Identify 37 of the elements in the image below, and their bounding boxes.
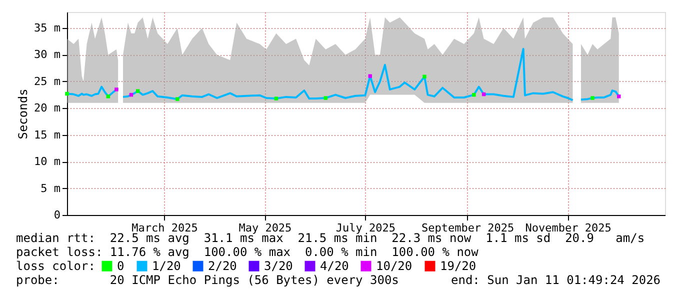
legend-label: 3/20: [264, 259, 293, 274]
point: [274, 96, 278, 100]
text: packet loss: 11.76 % avg 100.00 % max 0.00 % min 100.00 % now: [16, 245, 480, 259]
point: [590, 96, 594, 100]
legend-label: 4/20: [320, 259, 349, 274]
point: [65, 92, 69, 96]
x-tick-label: November 2025: [525, 222, 612, 234]
legend-label: 10/20: [376, 259, 412, 274]
legend-label: 1/20: [152, 259, 181, 274]
point: [176, 97, 180, 101]
y-tick-label: 0: [54, 208, 60, 222]
y-tick-label: 15 m: [34, 128, 61, 142]
point: [136, 89, 140, 93]
y-axis-title: Seconds: [16, 88, 30, 140]
y-tick-label: 20 m: [34, 102, 61, 115]
point: [324, 96, 328, 100]
y-tick-label: 35 m: [34, 22, 61, 35]
legend-label: 2/20: [208, 259, 237, 274]
text: probe: 20 ICMP Echo Pings (56 Bytes) every 300s: [16, 273, 399, 287]
x-tick-label: September 2025: [421, 222, 514, 234]
y-tick-label: 10 m: [34, 155, 61, 168]
y-tick-label: 25 m: [34, 74, 61, 88]
legend-label: 19/20: [440, 259, 476, 274]
legend-title: loss color:: [16, 259, 96, 273]
point: [617, 94, 621, 98]
text: end: Sun Jan 11 01:49:24 2026: [451, 273, 661, 287]
legend-label: 0: [117, 259, 124, 274]
x-tick-label: March 2025: [132, 222, 198, 234]
point: [368, 74, 372, 78]
point: [422, 74, 426, 79]
point: [472, 92, 476, 97]
x-tick-label: July 2025: [336, 222, 396, 234]
point: [114, 88, 118, 92]
y-tick-label: 5 m: [40, 182, 61, 195]
y-tick-label: 30 m: [34, 48, 61, 62]
x-tick-label: May 2025: [238, 222, 292, 234]
point: [106, 94, 110, 98]
